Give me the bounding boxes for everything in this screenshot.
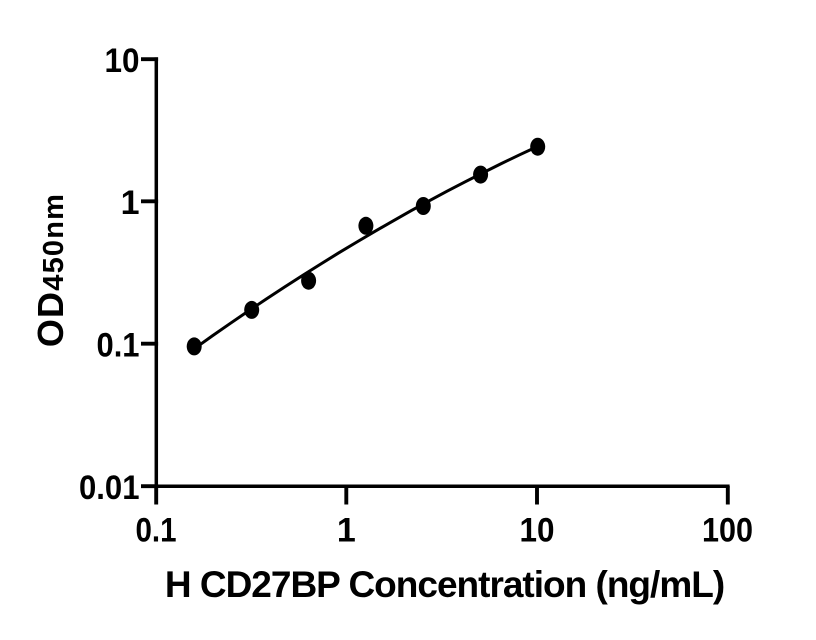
svg-text:10: 10 [520,512,555,550]
svg-text:1: 1 [121,184,140,222]
svg-text:H CD27BP Concentration (ng/mL): H CD27BP Concentration (ng/mL) [165,564,724,605]
svg-text:0.01: 0.01 [79,469,140,507]
svg-text:0.1: 0.1 [136,512,177,550]
svg-text:1: 1 [337,512,356,550]
svg-text:10: 10 [105,42,140,80]
svg-text:0.1: 0.1 [97,327,140,365]
svg-text:100: 100 [702,512,753,550]
